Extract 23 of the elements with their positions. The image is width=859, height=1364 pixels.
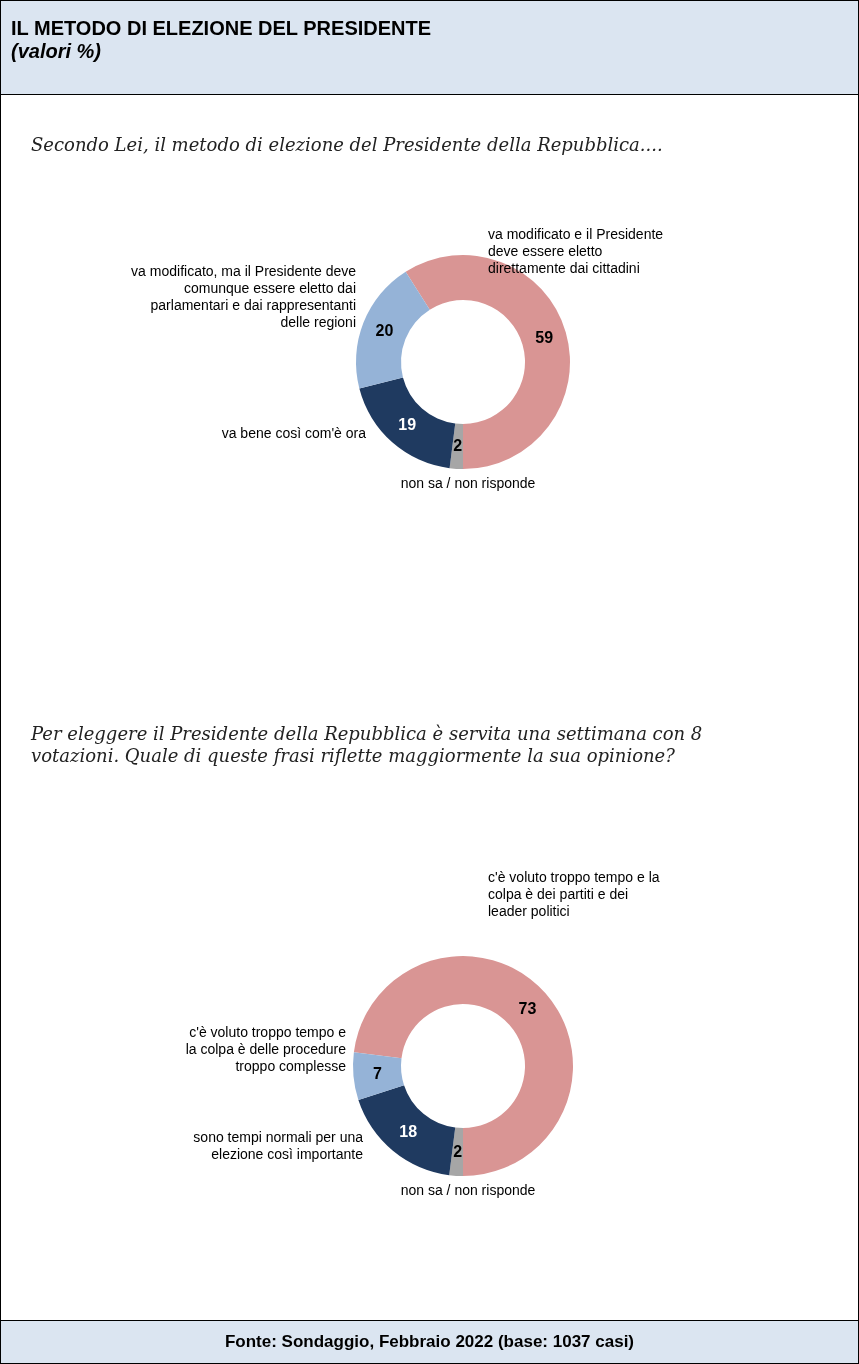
slice-label: va bene così com'è ora [221, 425, 367, 441]
chart-title: Per eleggere il Presidente della Repubblica è servita una settimana con 8 votazioni. Quale di queste frasi riflette maggiormente la sua opinione? [30, 723, 703, 766]
text: IL METODO DI ELEZIONE DEL PRESIDENTE [11, 17, 433, 40]
slice-label: c'è voluto troppo tempo e la colpa è dei partiti e dei leader politici [488, 869, 660, 919]
slice-label: sono tempi normali per una elezione così importante [193, 1129, 364, 1162]
data-label: 2 [453, 437, 463, 455]
data-label: 20 [375, 321, 394, 339]
data-label: 2 [453, 1142, 463, 1160]
slice-label: non sa / non risponde [400, 1182, 536, 1198]
data-label: 59 [535, 329, 554, 347]
donut-slice [356, 271, 430, 389]
data-label: 7 [372, 1065, 382, 1083]
slice-label: non sa / non risponde [400, 475, 536, 491]
data-label: 18 [399, 1123, 418, 1141]
slice-label: c'è voluto troppo tempo e la colpa è delle procedure troppo complesse [185, 1024, 347, 1074]
slice-label: va modificato e il Presidente deve essere eletto direttamente dai cittadini [488, 226, 664, 276]
chart-title: Secondo Lei, il metodo di elezione del Presidente della Repubblica.... [31, 134, 663, 155]
source-note: Fonte: Sondaggio, Febbraio 2022 (base: 1037 casi) [1, 1320, 858, 1363]
data-label: 19 [398, 416, 417, 434]
slice-label: va modificato, ma il Presidente deve comunque essere eletto dai parlamentari e dai rappresentanti delle regioni [131, 263, 357, 330]
data-label: 73 [518, 1000, 537, 1018]
donut-slice [353, 1052, 405, 1100]
text: (valori %) [11, 40, 103, 63]
